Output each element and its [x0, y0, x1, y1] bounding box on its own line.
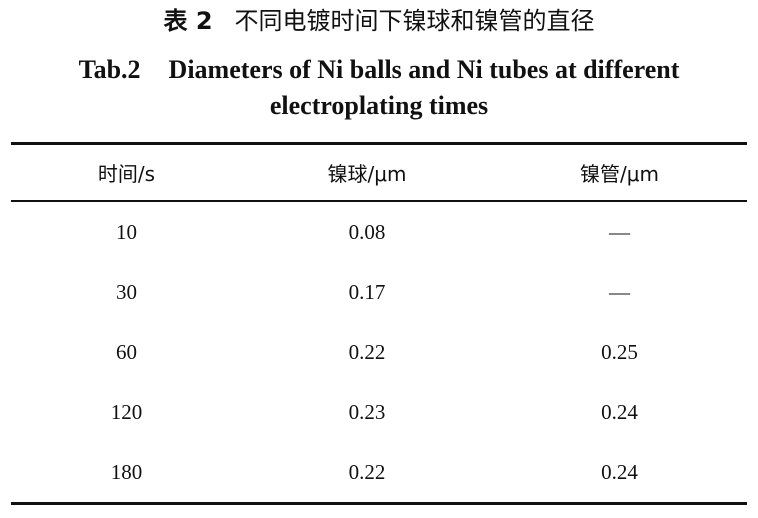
- table-row: 10 0.08 —: [11, 202, 747, 262]
- cell-ni-ball: 0.08: [348, 219, 386, 244]
- cell-ni-ball: 0.17: [348, 279, 386, 304]
- cell-time: 10: [116, 219, 137, 244]
- header-ni-ball-diameter: 镍球/μm: [327, 162, 407, 186]
- table-title-english-part1: Diameters of Ni balls and Ni tubes at di…: [168, 55, 680, 84]
- table-row: 180 0.22 0.24: [11, 442, 747, 502]
- table-number-chinese: 表 2: [163, 7, 213, 35]
- table-row: 60 0.22 0.25: [11, 322, 747, 382]
- cell-ni-ball: 0.22: [348, 459, 386, 484]
- cell-time: 60: [116, 339, 137, 364]
- table-title-chinese: 不同电镀时间下镍球和镍管的直径: [234, 7, 595, 35]
- table-number-english: Tab.2: [78, 55, 141, 84]
- cell-time: 120: [110, 399, 143, 424]
- cell-ni-ball: 0.23: [348, 399, 386, 424]
- table-header-row: 时间/s 镍球/μm 镍管/μm: [11, 145, 747, 200]
- table-row: 30 0.17 —: [11, 262, 747, 322]
- cell-ni-tube: 0.24: [601, 399, 638, 424]
- table-body: 10 0.08 — 30 0.17 — 60 0.22 0.25 120 0.2…: [11, 202, 747, 502]
- cell-ni-tube: —: [609, 219, 630, 244]
- table-title-english-part2: electroplating times: [269, 91, 489, 120]
- table-header-rule: [11, 200, 747, 202]
- table-caption-chinese: 表 2 不同电镀时间下镍球和镍管的直径: [0, 4, 758, 38]
- cell-time: 180: [110, 459, 143, 484]
- header-ni-tube-diameter: 镍管/μm: [580, 162, 659, 186]
- table-caption-english-line1: Tab.2 Diameters of Ni balls and Ni tubes …: [0, 52, 758, 88]
- table-row: 120 0.23 0.24: [11, 382, 747, 442]
- table-caption-english: Tab.2 Diameters of Ni balls and Ni tubes …: [0, 52, 758, 124]
- cell-ni-tube: 0.25: [601, 339, 638, 364]
- table-top-rule: [11, 142, 747, 145]
- table-bottom-rule: [11, 502, 747, 505]
- cell-ni-tube: —: [609, 279, 630, 304]
- header-time: 时间/s: [97, 162, 156, 186]
- cell-ni-tube: 0.24: [601, 459, 638, 484]
- cell-time: 30: [116, 279, 137, 304]
- cell-ni-ball: 0.22: [348, 339, 386, 364]
